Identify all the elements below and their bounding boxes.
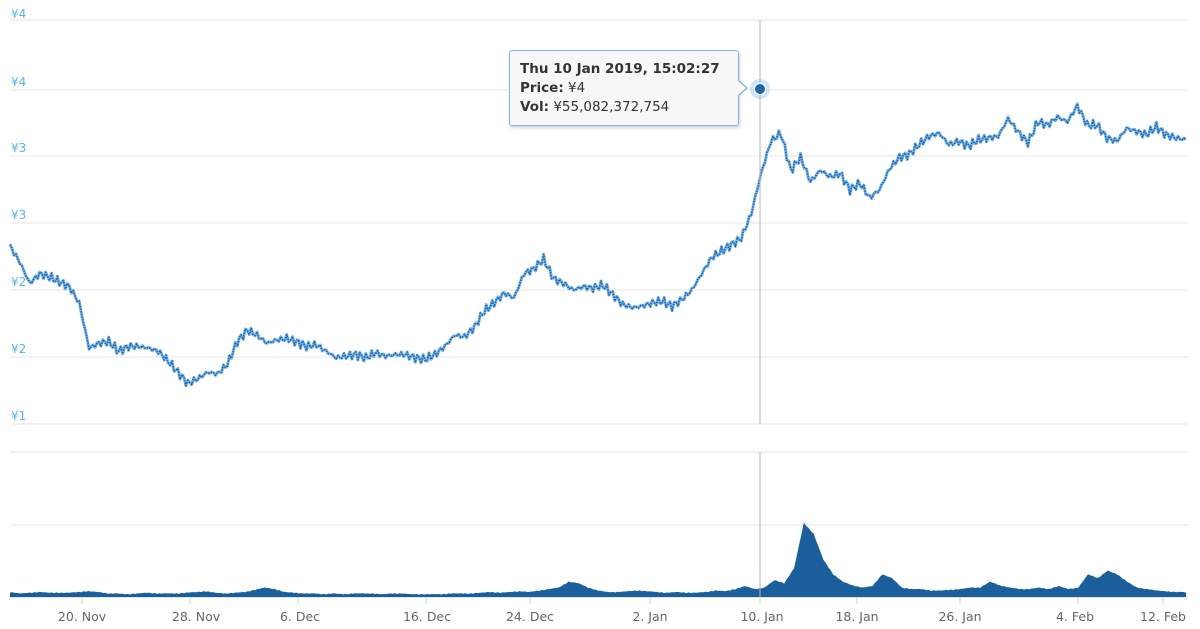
tooltip-vol-label: Vol: [520, 99, 550, 115]
tooltip-price-label: Price: [520, 80, 564, 96]
x-tick-label: 2. Jan [632, 609, 667, 624]
x-tick-label: 12. Feb [1140, 609, 1186, 624]
x-tick-label: 26. Jan [938, 609, 981, 624]
x-tick-label: 28. Nov [172, 609, 221, 624]
tooltip-price-value: ¥4 [568, 80, 586, 96]
x-tick-label: 18. Jan [835, 609, 878, 624]
tooltip-vol-value: ¥55,082,372,754 [553, 99, 670, 115]
y-tick-label: ¥2 [11, 342, 26, 356]
x-tick-label: 10. Jan [740, 609, 783, 624]
x-tick-label: 4. Feb [1056, 609, 1094, 624]
tooltip: Thu 10 Jan 2019, 15:02:27 Price: ¥4 Vol:… [509, 50, 748, 126]
y-tick-label: ¥3 [11, 141, 26, 155]
hover-point[interactable] [754, 83, 766, 95]
x-tick-label: 24. Dec [506, 609, 554, 624]
y-tick-label: ¥4 [11, 7, 26, 21]
y-tick-label: ¥3 [11, 208, 26, 222]
tooltip-vol-row: Vol: ¥55,082,372,754 [520, 98, 728, 117]
tooltip-price-row: Price: ¥4 [520, 79, 728, 98]
price-line[interactable] [9, 102, 1187, 387]
price-line-light [8, 102, 1187, 388]
y-tick-label: ¥4 [11, 75, 26, 89]
y-tick-label: ¥2 [11, 275, 26, 289]
x-tick-label: 6. Dec [280, 609, 320, 624]
x-tick-label: 16. Dec [403, 609, 451, 624]
tooltip-title: Thu 10 Jan 2019, 15:02:27 [520, 61, 720, 77]
y-tick-label: ¥1 [11, 409, 26, 423]
x-axis: 20. Nov 28. Nov 6. Dec 16. Dec 24. Dec 2… [58, 597, 1186, 624]
x-tick-label: 20. Nov [58, 609, 107, 624]
volume-area [10, 522, 1186, 597]
